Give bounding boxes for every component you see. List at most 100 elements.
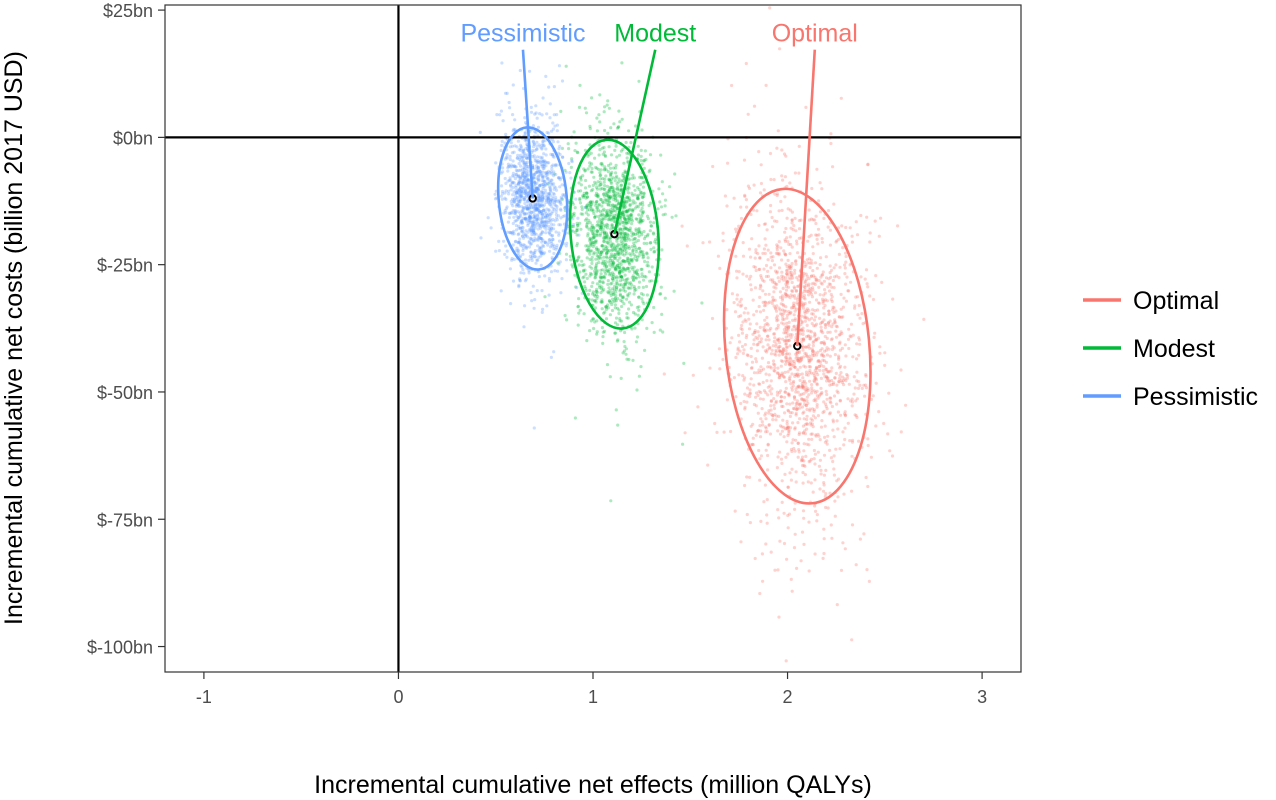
data-point [802,542,806,547]
data-point [816,359,820,364]
data-point [800,372,804,376]
data-point [544,198,549,202]
data-point [802,459,806,463]
data-point [722,430,726,434]
data-point [815,233,819,237]
data-point [521,268,525,272]
data-point [504,189,508,193]
data-point [533,232,537,236]
data-point [545,207,549,211]
data-point [748,475,752,479]
data-point [777,337,782,341]
data-point [602,248,606,252]
data-point [636,194,640,198]
data-point [533,215,537,219]
data-point [520,181,524,185]
data-point [536,270,540,274]
data-point [643,348,647,352]
data-point [801,385,805,389]
data-point [648,220,653,224]
data-point [650,321,654,325]
data-point [808,365,813,369]
data-point [526,203,530,207]
data-point [790,359,794,363]
data-point [518,226,523,230]
data-point [542,163,546,167]
data-point [541,159,545,163]
data-point [873,331,877,335]
data-point [608,214,612,218]
data-point [557,262,561,266]
data-point [555,205,559,209]
data-point [588,288,592,292]
data-point [537,199,541,203]
data-point [790,221,794,225]
data-point [748,382,752,386]
data-point [516,153,520,157]
data-point [547,192,551,197]
data-point [600,186,604,190]
data-point [777,266,782,270]
data-point [805,427,809,431]
data-point [808,329,812,333]
data-point [780,425,784,429]
data-point [533,207,538,211]
data-point [745,353,750,357]
data-point [771,414,775,418]
data-point [604,304,608,309]
data-point [617,235,621,239]
data-point [528,218,532,223]
data-point [841,541,845,545]
data-point [726,161,730,165]
data-point [626,228,630,232]
data-point [638,230,642,235]
data-point [521,155,526,159]
data-point [776,568,780,572]
data-point [500,139,504,143]
data-point [635,305,640,310]
data-point [524,139,528,143]
data-point [761,345,765,349]
data-point [512,181,516,185]
data-point [522,170,526,174]
data-point [624,209,628,213]
data-point [587,153,591,157]
data-point [776,318,780,322]
data-point [800,384,804,388]
data-point [799,356,803,360]
data-point [626,266,630,270]
data-point [816,450,820,454]
y-axis: $25bn$0bn$-25bn$-50bn$-75bn$-100bn [87,1,165,658]
data-point [534,171,538,175]
data-point [522,325,526,329]
data-point [842,296,846,300]
data-point [601,341,605,345]
data-point [594,193,598,197]
data-point [619,376,623,380]
data-point [544,164,548,168]
data-point [761,300,765,304]
data-point [593,276,597,280]
data-point [571,212,575,217]
data-point [533,156,537,160]
data-point [827,379,832,383]
data-point [536,222,540,226]
data-point [578,196,582,201]
data-point [536,206,540,210]
data-point [732,196,736,200]
data-point [540,310,544,314]
data-point [824,367,828,372]
data-point [822,354,826,358]
data-point [615,282,620,286]
data-point [618,292,623,297]
data-point [542,165,546,169]
data-point [589,319,593,323]
data-point [758,267,762,271]
data-point [735,297,739,301]
data-point [545,213,550,217]
data-point [794,480,798,484]
data-point [599,173,603,177]
data-point [516,249,520,253]
data-point [527,211,531,215]
data-point [780,294,785,298]
